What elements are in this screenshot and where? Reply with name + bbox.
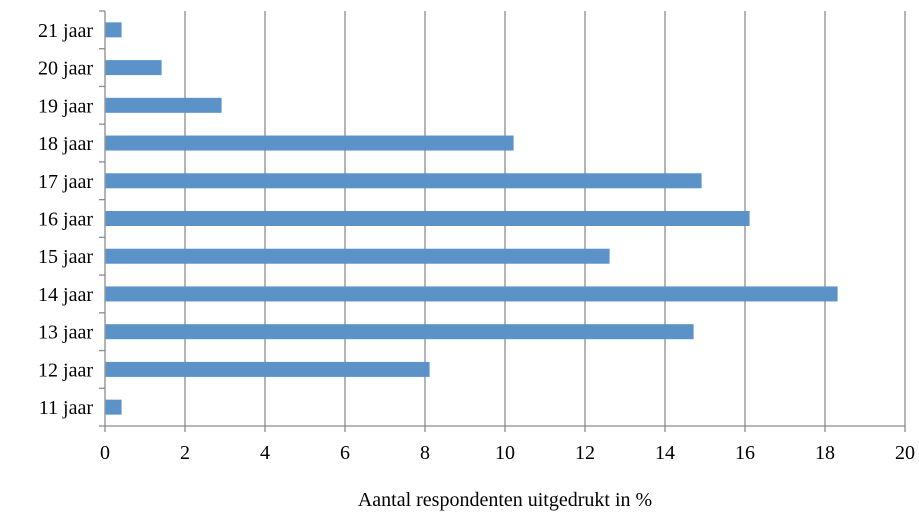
x-tick-label: 16 [735,442,755,464]
x-tick-label: 0 [100,442,110,464]
bar [106,60,162,75]
bar [106,286,838,301]
x-axis-title: Aantal respondenten uitgedrukt in % [358,489,652,511]
bar [106,22,122,37]
labels: 0 2 4 6 8 10 12 14 16 18 20 11 jaar 12 jaar 13 jaar 14… [38,20,915,464]
category-label: 18 jaar [38,133,93,155]
bar [106,98,222,113]
x-tick-label: 6 [340,442,350,464]
bars [106,22,838,414]
category-label: 12 jaar [38,359,93,381]
category-label: 16 jaar [38,209,93,231]
category-label: 15 jaar [38,246,93,268]
category-label: 13 jaar [38,322,93,344]
bar [106,173,702,188]
category-label: 17 jaar [38,171,93,193]
category-label: 11 jaar [39,397,94,419]
x-tick-label: 12 [575,442,595,464]
x-tick-label: 2 [180,442,190,464]
x-tick-label: 4 [260,442,270,464]
bar [106,136,514,151]
category-label: 14 jaar [38,284,93,306]
bar [106,211,750,226]
x-tick-label: 8 [420,442,430,464]
x-tick-label: 18 [815,442,835,464]
x-tick-label: 10 [495,442,515,464]
bar [106,400,122,415]
bar [106,362,430,377]
category-label: 19 jaar [38,95,93,117]
bar [106,249,610,264]
category-label: 21 jaar [38,20,93,42]
category-label: 20 jaar [38,58,93,80]
x-tick-label: 14 [655,442,675,464]
bar [106,324,694,339]
x-tick-label: 20 [895,442,915,464]
